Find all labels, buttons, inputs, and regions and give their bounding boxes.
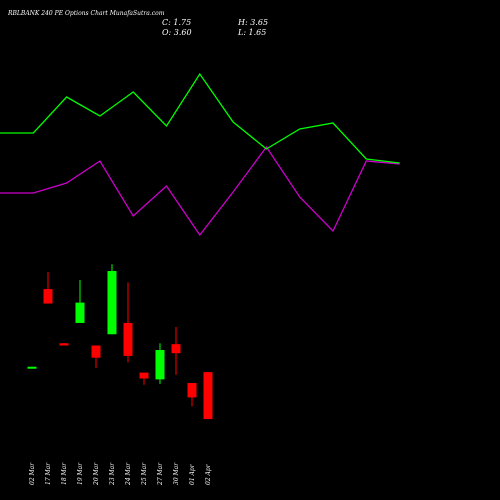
- candle-body: [91, 345, 101, 358]
- x-tick-label: 27 Mar: [157, 462, 164, 486]
- close-value: C: 1.75: [162, 18, 192, 27]
- candle-body: [27, 366, 37, 369]
- x-axis-labels: 02 Mar 17 Mar 18 Mar 19 Mar 20 Mar 23 Mar 24 M…: [29, 462, 212, 486]
- candle: [75, 280, 85, 323]
- candle: [171, 327, 181, 375]
- x-tick-label: 23 Mar: [109, 462, 116, 486]
- candle-body: [171, 344, 181, 354]
- candle-body: [107, 271, 117, 335]
- candle-body: [203, 372, 213, 420]
- x-tick-label: 20 Mar: [93, 462, 100, 486]
- candle-body: [155, 350, 165, 380]
- x-tick-label: 01 Apr: [189, 463, 196, 485]
- candle-body: [139, 372, 149, 379]
- open-value: O: 3.60: [162, 28, 192, 37]
- green-line: [0, 72, 400, 164]
- candle-body: [59, 343, 69, 346]
- x-tick-label: 17 Mar: [45, 462, 52, 485]
- candle: [91, 345, 101, 369]
- x-tick-label: 25 Mar: [141, 462, 148, 486]
- x-tick-label: 02 Apr: [205, 463, 212, 485]
- candle: [155, 343, 165, 384]
- low-value: L: 1.65: [238, 28, 267, 37]
- candle: [59, 343, 69, 346]
- magenta-line: [0, 145, 400, 237]
- x-tick-label: 24 Mar: [125, 462, 132, 486]
- candle: [123, 282, 133, 363]
- candle: [187, 382, 197, 407]
- candle-body: [75, 302, 85, 323]
- candle: [27, 366, 37, 369]
- x-tick-label: 30 Mar: [173, 462, 180, 485]
- x-tick-label: 18 Mar: [61, 462, 68, 485]
- candles: [27, 264, 213, 420]
- indicator-lines: [0, 72, 400, 237]
- candle-body: [123, 322, 133, 356]
- candle: [203, 372, 213, 420]
- candle-body: [43, 289, 53, 304]
- candle: [43, 271, 53, 304]
- chart-title: RBLBANK 240 PE Options Chart MunafaSutra…: [8, 10, 165, 17]
- x-tick-label: 02 Mar: [29, 462, 36, 485]
- x-tick-label: 19 Mar: [77, 462, 84, 485]
- candle: [107, 264, 117, 335]
- candle-body: [187, 382, 197, 398]
- candle: [139, 372, 149, 385]
- high-value: H: 3.65: [238, 18, 269, 27]
